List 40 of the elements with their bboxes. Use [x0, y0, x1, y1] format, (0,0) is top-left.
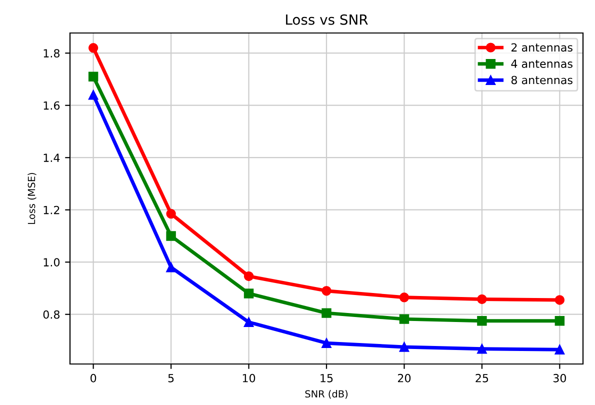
legend-label: 4 antennas	[511, 60, 572, 68]
point	[399, 342, 410, 352]
point	[244, 317, 254, 328]
point	[399, 292, 410, 302]
y-tick-label: 1.0	[44, 258, 60, 266]
chart-title: Loss vs SNR	[286, 14, 368, 25]
y-tick-label: 1.6	[44, 101, 60, 110]
point	[88, 90, 98, 100]
point	[554, 295, 565, 305]
point	[477, 316, 487, 326]
y-axis-title: Loss (MSE)	[28, 172, 36, 224]
point	[166, 208, 176, 219]
point	[88, 72, 98, 82]
point	[166, 231, 176, 241]
point	[322, 308, 332, 318]
point	[322, 286, 332, 296]
x-tick-label: 15	[320, 374, 333, 382]
point	[244, 288, 254, 298]
point	[322, 338, 332, 348]
x-axis-title: SNR (dB)	[305, 390, 348, 399]
point	[244, 271, 254, 282]
x-tick-label: 10	[242, 374, 256, 382]
x-tick-label: 5	[168, 374, 174, 382]
legend-label: 8 antennas	[511, 76, 572, 84]
point	[477, 344, 487, 354]
legend-label: 2 antennas	[511, 43, 572, 52]
x-tick-label: 25	[476, 374, 488, 382]
point	[399, 314, 410, 324]
x-tick-label: 30	[553, 374, 566, 382]
y-tick-label: 1.2	[44, 206, 60, 214]
point	[477, 294, 487, 304]
x-tick-label: 0	[90, 374, 96, 382]
x-tick-label: 20	[398, 374, 411, 382]
point	[554, 344, 565, 354]
y-tick-label: 0.8	[43, 310, 60, 319]
point	[554, 316, 565, 326]
point	[166, 262, 176, 272]
point	[88, 43, 98, 53]
y-tick-label: 1.8	[44, 49, 60, 58]
y-tick-label: 1.4	[44, 154, 60, 162]
